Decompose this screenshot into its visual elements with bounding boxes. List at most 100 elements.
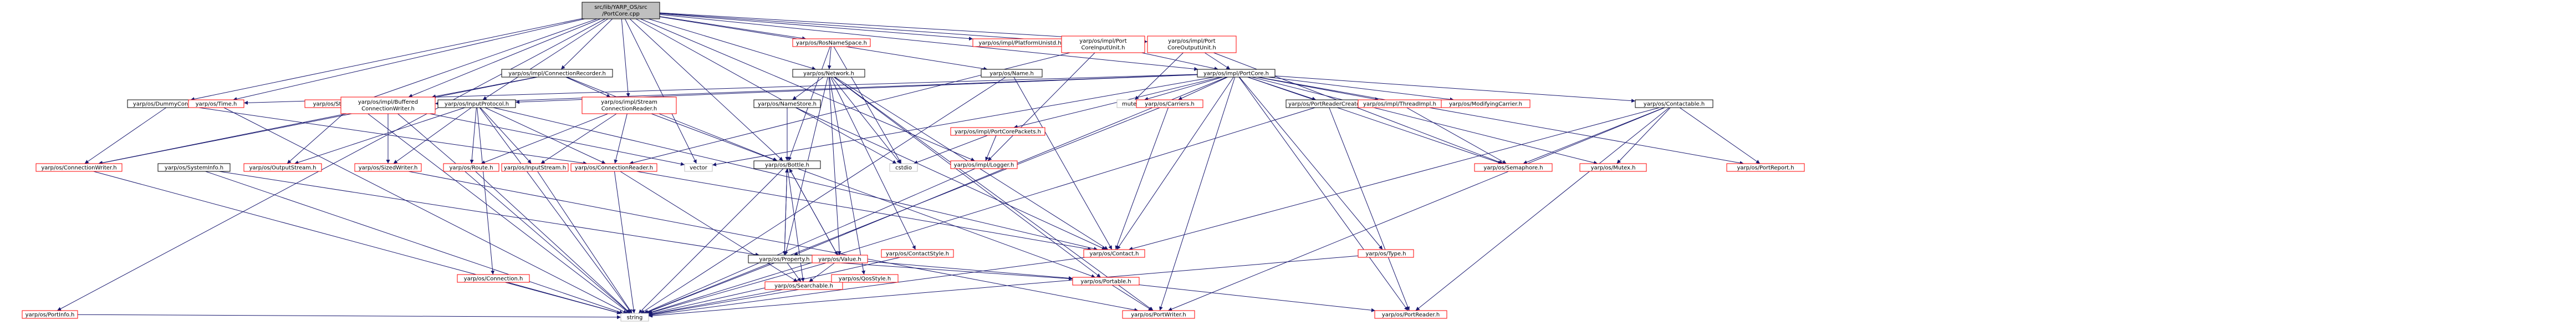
node-label: yarp/os/Searchable.h (774, 283, 833, 290)
node-label: yarp/os/PortWriter.h (1131, 312, 1186, 318)
edge-pcinputunit-to-logger (987, 52, 1095, 161)
node-ymutex[interactable]: yarp/os/Mutex.h (1579, 163, 1647, 172)
edge-connreader-to-string (614, 171, 636, 314)
edge-bufferedconn-to-vector (429, 113, 685, 166)
edge-name-to-string (640, 77, 1006, 314)
edge-carriers-to-string (644, 107, 1160, 314)
node-portreport[interactable]: yarp/os/PortReport.h (1726, 163, 1805, 172)
edge-portcore-to-contactable (1274, 75, 1636, 103)
edge-network-to-qosstyle (829, 77, 866, 275)
node-value[interactable]: yarp/os/Value.h (812, 255, 868, 263)
edge-value-to-bottle (789, 168, 838, 256)
node-label: yarp/os/Type.h (1365, 251, 1406, 257)
node-contactstyle[interactable]: yarp/os/ContactStyle.h (881, 249, 954, 258)
edge-network-to-cstdio (832, 77, 901, 164)
node-pcinputunit[interactable]: yarp/os/impl/Port CoreInputUnit.h (1061, 35, 1145, 53)
edge-pcoutputunit-to-portcore (1204, 52, 1231, 70)
node-label: yarp/os/Carriers.h (1145, 101, 1195, 108)
node-portinfo[interactable]: yarp/os/PortInfo.h (22, 310, 78, 319)
edge-pcinputunit-to-portcore (1141, 52, 1218, 70)
node-label: string (627, 315, 643, 321)
edge-property-to-portable (820, 261, 1073, 281)
node-connection[interactable]: yarp/os/Connection.h (457, 274, 530, 283)
node-outputstream[interactable]: yarp/os/OutputStream.h (243, 163, 322, 172)
edge-property-to-searchable (787, 262, 802, 282)
edge-carriers-to-contact (1115, 107, 1169, 250)
edge-inputproto-to-contact (493, 107, 1098, 251)
edge-inputproto-to-sizedwriter (393, 107, 472, 164)
node-label: yarp/os/InputStream.h (504, 165, 566, 171)
edge-systeminfo-to-string (205, 171, 624, 314)
node-searchable[interactable]: yarp/os/Searchable.h (764, 281, 843, 290)
node-pcoutputunit[interactable]: yarp/os/impl/Port CoreOutputUnit.h (1147, 35, 1237, 53)
node-portcore: yarp/os/impl/PortCore.h (1197, 69, 1276, 78)
node-label: yarp/os/ContactStyle.h (886, 251, 949, 257)
edge-root-to-platformunistd (659, 13, 973, 41)
edge-contactable-to-portreader (1415, 107, 1670, 311)
edge-value-to-portable (867, 261, 1073, 280)
node-name: yarp/os/Name.h (981, 69, 1043, 78)
node-type[interactable]: yarp/os/Type.h (1358, 249, 1414, 258)
edge-portcore-to-portreport (1258, 77, 1744, 165)
node-sizedwriter[interactable]: yarp/os/SizedWriter.h (354, 163, 422, 172)
node-label: cstdio (895, 165, 912, 171)
node-bottle: yarp/os/Bottle.h (753, 160, 821, 169)
edge-bufferedconn-to-connwriter (98, 113, 347, 165)
node-route[interactable]: yarp/os/Route.h (443, 163, 499, 172)
node-modcarrier[interactable]: yarp/os/ModifyingCarrier.h (1441, 99, 1531, 108)
node-bufferedconn[interactable]: yarp/os/impl/Buffered ConnectionWriter.h (340, 97, 436, 114)
edge-pcpackets-to-cstdio (914, 135, 988, 164)
edge-root-to-vector (624, 18, 697, 164)
edge-property-to-string (644, 262, 775, 314)
node-label: yarp/os/impl/Buffered ConnectionWriter.h (358, 99, 418, 112)
node-platformunistd[interactable]: yarp/os/impl/PlatformUnistd.h (972, 38, 1068, 47)
edge-streamconn-to-inputstream (540, 113, 617, 164)
edge-connrec-to-connwriter (98, 77, 538, 165)
edge-portcore-to-ymutex (1251, 77, 1598, 165)
node-inputstream[interactable]: yarp/os/InputStream.h (501, 163, 569, 172)
edge-bottle-to-searchable (787, 168, 805, 282)
edge-connrec-to-streamconn (565, 77, 611, 98)
node-label: yarp/os/impl/Logger.h (954, 163, 1014, 169)
node-connreader[interactable]: yarp/os/ConnectionReader.h (570, 163, 657, 172)
edge-dummyconn-to-connwriter (84, 107, 167, 164)
edge-root-to-stringout (365, 18, 598, 100)
node-label: yarp/os/Connection.h (464, 276, 523, 282)
node-semaphore[interactable]: yarp/os/Semaphore.h (1474, 163, 1553, 172)
node-label: yarp/os/PortReaderCreator.h (1288, 101, 1367, 108)
node-qosstyle[interactable]: yarp/os/QosStyle.h (831, 274, 899, 283)
node-label: yarp/os/impl/Stream ConnectionReader.h (601, 99, 657, 112)
edge-logger-to-string (643, 168, 976, 314)
edge-searchable-to-string (648, 289, 783, 316)
node-property: yarp/os/Property.h (748, 255, 821, 263)
node-label: yarp/os/impl/Port CoreOutputUnit.h (1167, 38, 1216, 51)
node-connrec: yarp/os/impl/ConnectionRecorder.h (501, 69, 613, 78)
node-label: yarp/os/QosStyle.h (839, 276, 891, 282)
node-time[interactable]: yarp/os/Time.h (188, 99, 244, 108)
node-pcpackets[interactable]: yarp/os/impl/PortCorePackets.h (950, 127, 1045, 136)
node-label: yarp/os/Contactable.h (1644, 101, 1705, 108)
node-string: string (620, 313, 649, 322)
node-portable[interactable]: yarp/os/Portable.h (1072, 277, 1140, 286)
node-streamconn[interactable]: yarp/os/impl/Stream ConnectionReader.h (581, 97, 677, 114)
node-carriers[interactable]: yarp/os/Carriers.h (1136, 99, 1203, 108)
edge-portcore-to-portreader (1238, 77, 1409, 311)
node-label: yarp/os/impl/PortCore.h (1203, 71, 1269, 77)
edge-contactable-to-ymutex (1616, 107, 1671, 164)
edge-bottle-to-string (638, 168, 784, 314)
edge-threadimpl-to-semaphore (1406, 107, 1507, 164)
node-portreader[interactable]: yarp/os/PortReader.h (1374, 310, 1447, 319)
node-logger[interactable]: yarp/os/impl/Logger.h (950, 160, 1018, 169)
edge-pcpackets-to-logger (985, 135, 997, 161)
node-label: yarp/os/Mutex.h (1591, 165, 1636, 171)
node-label: yarp/os/ModifyingCarrier.h (1449, 101, 1522, 108)
node-label: src/lib/YARP_OS/src/PortCore.cpp (594, 4, 647, 17)
node-contact[interactable]: yarp/os/Contact.h (1083, 249, 1145, 258)
node-rosnamespace[interactable]: yarp/os/RosNameSpace.h (792, 38, 871, 47)
node-connwriter[interactable]: yarp/os/ConnectionWriter.h (35, 163, 123, 172)
node-label: yarp/os/DummyConnector.h (133, 101, 211, 108)
node-threadimpl[interactable]: yarp/os/impl/ThreadImpl.h (1358, 99, 1442, 108)
node-contactable: yarp/os/Contactable.h (1635, 99, 1713, 108)
node-portwriter[interactable]: yarp/os/PortWriter.h (1122, 310, 1195, 319)
edge-root-to-streamconn (621, 18, 630, 98)
